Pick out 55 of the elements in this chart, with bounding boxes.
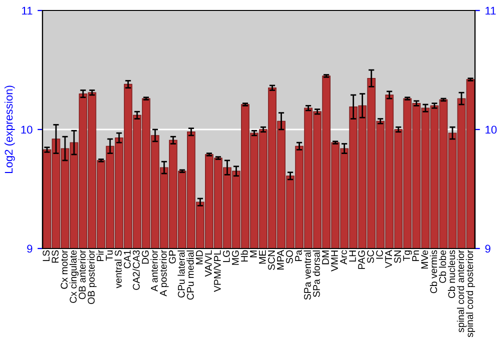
x-tick-label: MPA: [277, 250, 284, 270]
x-tick-label: A posterior: [160, 250, 169, 296]
x-tick-label: CPu lateral: [178, 250, 185, 298]
x-tick-label: VPM/VPL: [214, 250, 221, 292]
x-tick-label: M: [250, 250, 257, 258]
x-tick-label: Pn: [412, 250, 419, 261]
y-axis-title: Log2 (expression): [4, 86, 15, 174]
x-tick-label: Cb lobe: [438, 250, 446, 283]
x-tick-label: Cb nucleus: [448, 250, 456, 298]
y2-tick-label: 10: [486, 126, 497, 134]
x-tick-label: Tg: [403, 250, 412, 262]
x-tick-label: DM: [322, 250, 329, 264]
x-tick-label: SN: [394, 250, 402, 263]
x-tick-label: A anterior: [150, 250, 158, 292]
x-tick-label: ventral S: [114, 250, 122, 288]
x-tick-label: spinal cord anterior: [456, 250, 466, 332]
x-tick-label: Cx motor: [60, 250, 68, 289]
y2-tick-label: 11: [486, 6, 496, 15]
x-tick-label: LS: [42, 250, 50, 261]
x-tick-label: OB anterior: [78, 250, 86, 300]
x-tick-label: SO: [286, 250, 293, 264]
x-tick-label: LH: [349, 250, 356, 262]
y2-tick-label: 9: [485, 244, 490, 253]
x-tick-label: PAG: [358, 250, 365, 269]
x-tick-label: MG: [232, 250, 239, 265]
x-tick-label: GP: [168, 250, 176, 264]
x-tick-label: Tu: [106, 250, 113, 261]
x-tick-label: Pir: [96, 250, 104, 261]
x-tick-label: Arc: [340, 250, 347, 264]
x-tick-label: Pa: [295, 250, 302, 261]
y-tick-label: 9: [27, 244, 32, 253]
x-tick-label: SCN: [268, 250, 275, 270]
x-tick-label: VA/VL: [204, 250, 212, 277]
x-tick-label: Hb: [240, 250, 248, 262]
x-tick-label: SPa ventral: [304, 250, 311, 300]
x-tick-label: LG: [222, 250, 230, 262]
x-tick-label: Cx cingulate: [70, 250, 79, 303]
x-tick-label: CA2/CA3: [132, 250, 140, 290]
x-tick-label: SC: [367, 250, 374, 263]
x-tick-label: DG: [142, 250, 149, 264]
x-tick-label: MVe: [421, 250, 428, 269]
y-tick-label: 10: [21, 126, 32, 134]
x-tick-label: MD: [196, 250, 203, 264]
x-tick-label: OB posterior: [88, 250, 97, 304]
x-tick-label: VMH: [331, 250, 338, 272]
x-tick-label: CA1: [124, 250, 131, 268]
y-tick-label: 11: [22, 6, 32, 15]
x-tick-label: VTA: [385, 250, 392, 268]
x-tick-label: RS: [52, 250, 59, 263]
x-tick-label: IC: [376, 250, 383, 259]
x-tick-label: spinal cord posterior: [466, 250, 476, 338]
x-tick-label: CPu medial: [186, 250, 194, 300]
x-tick-label: Cb vermis: [430, 250, 438, 294]
x-tick-label: SPa dorsal: [312, 250, 320, 297]
x-tick-label: ME: [259, 250, 266, 264]
